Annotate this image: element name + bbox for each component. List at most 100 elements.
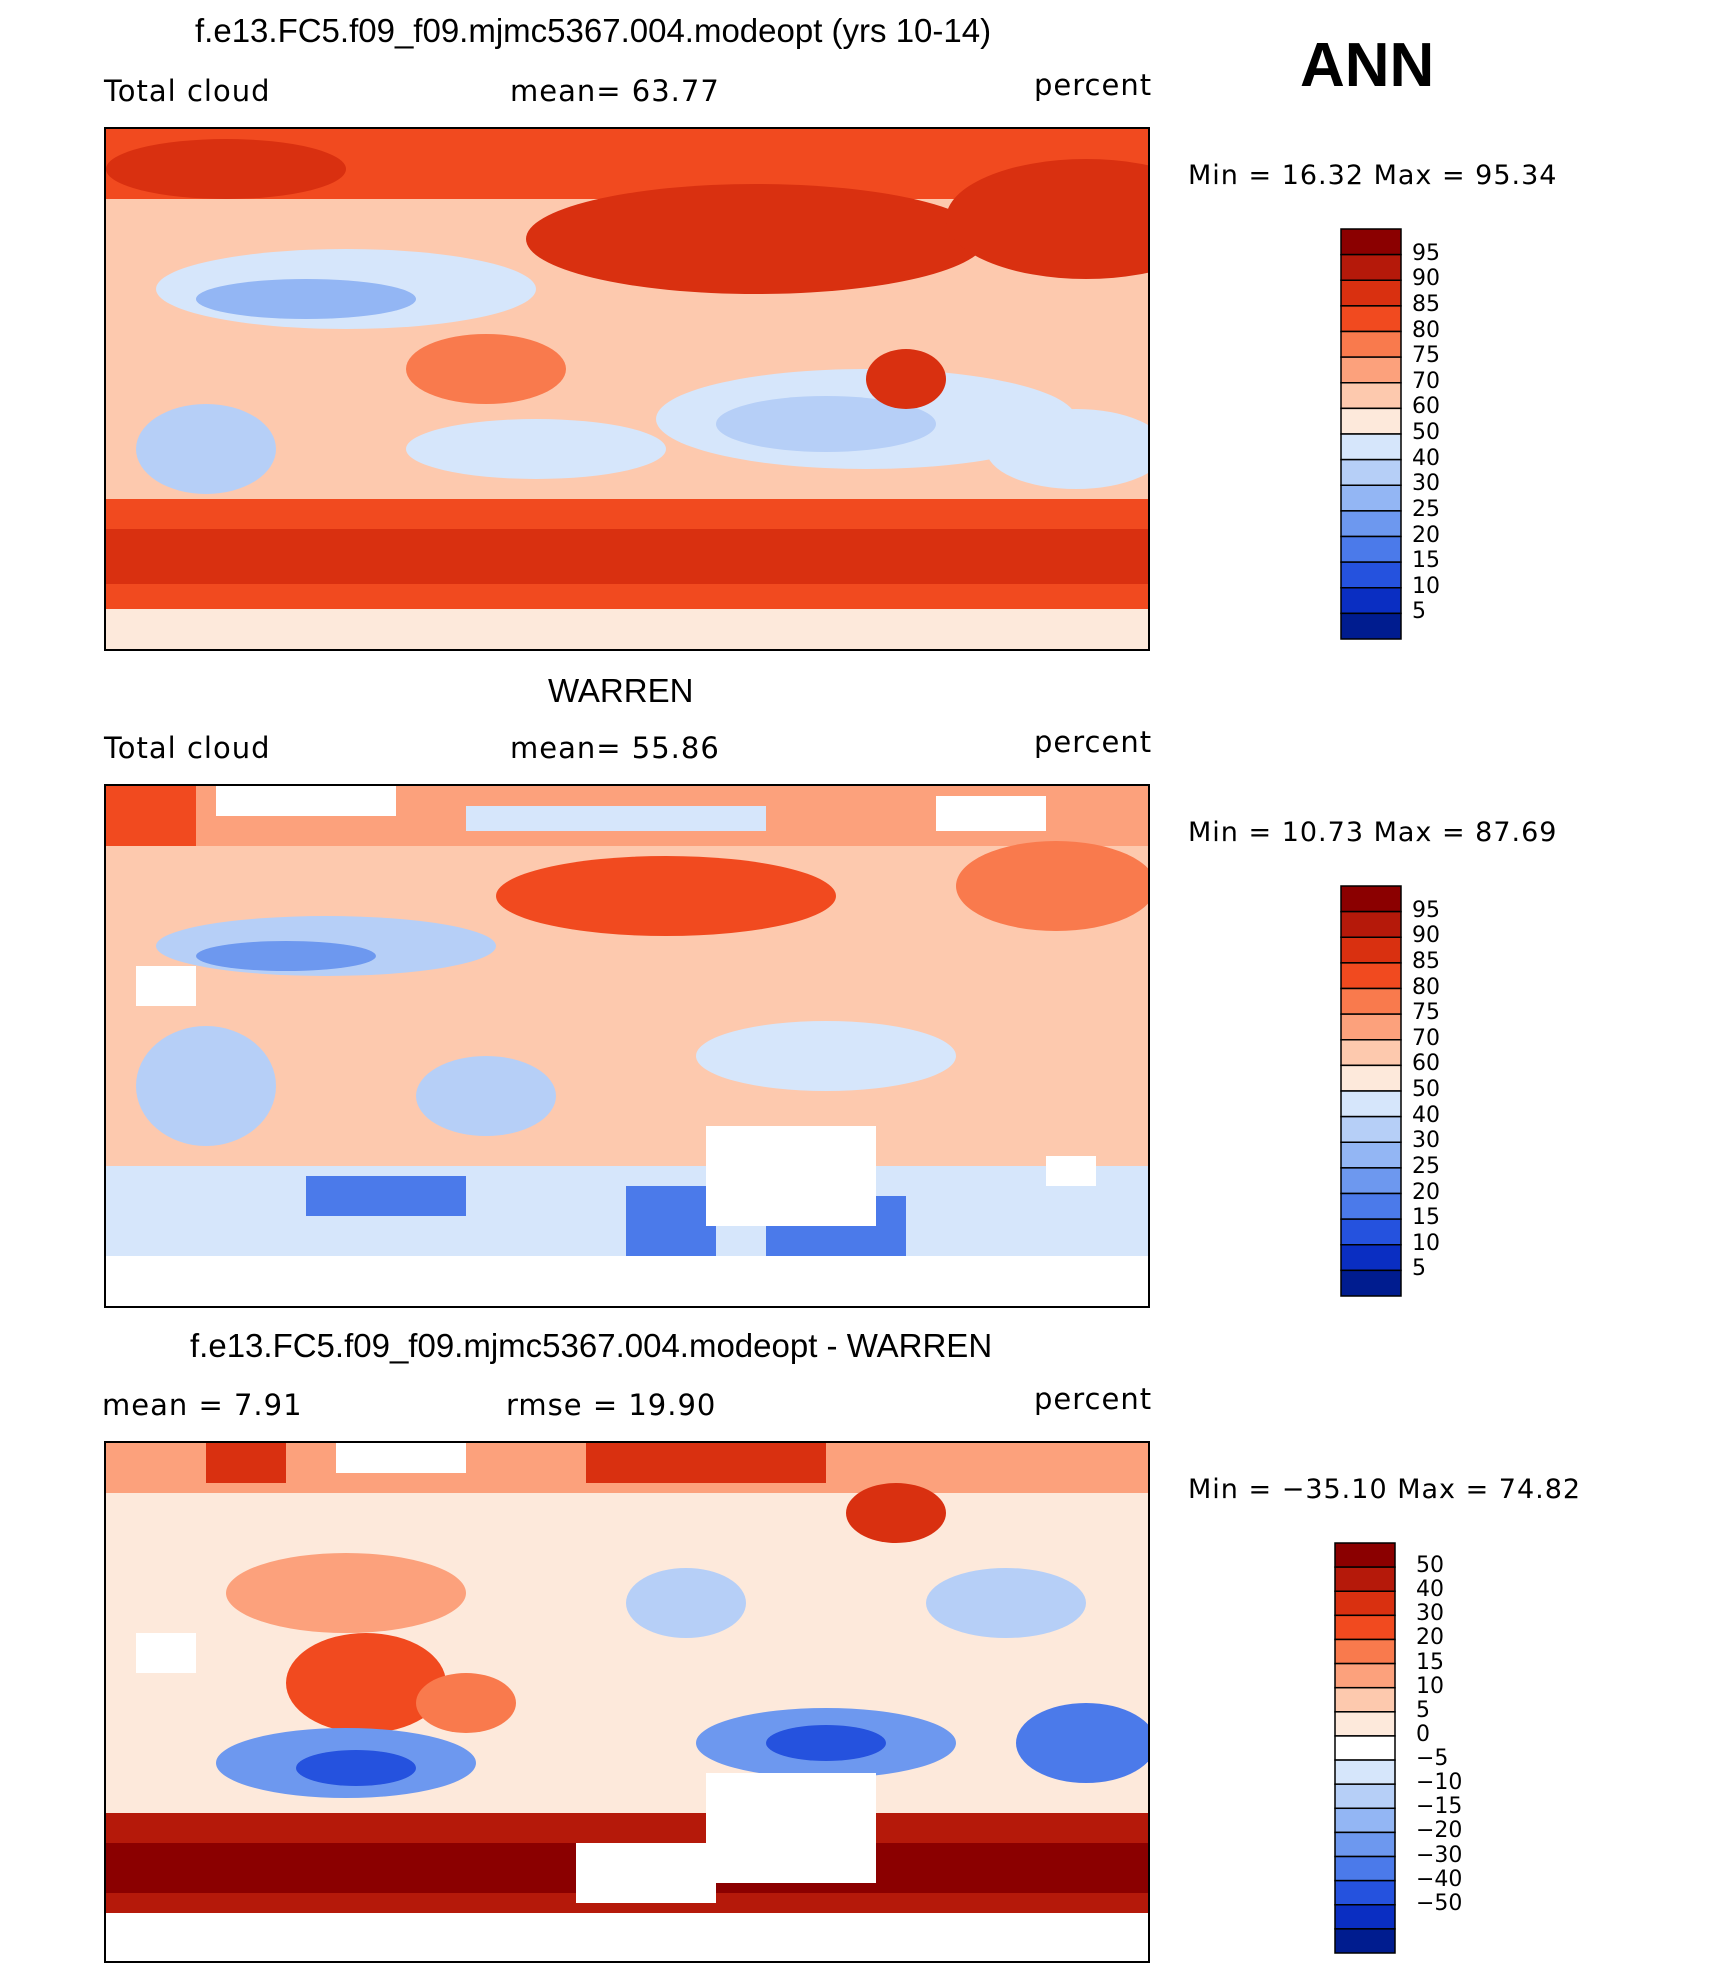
colorbar-box (1334, 1928, 1396, 1954)
colorbar-tick-label: 90 (1412, 266, 1440, 292)
colorbar-box (1340, 1218, 1402, 1246)
colorbar-box (1340, 885, 1402, 913)
colorbar-box (1334, 1590, 1396, 1617)
colorbar-box (1340, 1192, 1402, 1220)
colorbar-tick-label: 15 (1412, 1205, 1440, 1231)
colorbar-tick-label: −5 (1416, 1746, 1449, 1772)
colorbar-box (1334, 1904, 1396, 1930)
colorbar-box (1340, 535, 1402, 563)
panel1-title: f.e13.FC5.f09_f09.mjmc5367.004.modeopt (… (195, 12, 992, 49)
panel1-colorbar-boxes (1340, 228, 1402, 640)
colorbar-tick-label: 80 (1412, 974, 1440, 1000)
colorbar-tick-label: 10 (1412, 573, 1440, 599)
colorbar-tick-label: 60 (1412, 394, 1440, 420)
panel1-units-label: percent (1034, 68, 1153, 102)
colorbar-box (1340, 253, 1402, 281)
colorbar-tick-label: 50 (1412, 1077, 1440, 1102)
colorbar-tick-label: −20 (1416, 1818, 1463, 1844)
colorbar-box (1340, 305, 1402, 333)
colorbar-box (1334, 1614, 1396, 1641)
colorbar-box (1334, 1566, 1396, 1592)
colorbar-tick-label: 15 (1412, 548, 1440, 574)
colorbar-box (1334, 1686, 1396, 1713)
colorbar-box (1340, 484, 1402, 512)
colorbar-box (1340, 987, 1402, 1015)
panel1-map (104, 127, 1150, 651)
colorbar-tick-label: 70 (1412, 368, 1440, 394)
colorbar-tick-label: 20 (1412, 522, 1440, 548)
colorbar-tick-label: 40 (1416, 1577, 1444, 1603)
colorbar-tick-label: 5 (1412, 1256, 1426, 1282)
colorbar-box (1340, 330, 1402, 358)
panel2-mean-label: mean= 55.86 (510, 731, 720, 765)
colorbar-box (1340, 962, 1402, 990)
panel2-colorbar (1340, 885, 1402, 1297)
colorbar-tick-label: 60 (1412, 1051, 1440, 1077)
colorbar-tick-label: 10 (1416, 1673, 1444, 1699)
colorbar-tick-label: −15 (1416, 1794, 1463, 1820)
colorbar-box (1340, 587, 1402, 615)
colorbar-tick-label: 90 (1412, 923, 1440, 949)
colorbar-box (1340, 407, 1402, 435)
panel2-variable-label: Total cloud (104, 731, 271, 765)
colorbar-tick-label: −50 (1416, 1890, 1463, 1916)
panel3-colorbar-boxes (1334, 1542, 1396, 1954)
colorbar-tick-label: 85 (1412, 948, 1440, 974)
colorbar-box (1340, 1064, 1402, 1092)
colorbar-tick-label: 5 (1416, 1697, 1430, 1723)
colorbar-box (1340, 510, 1402, 538)
panel2-minmax: Min = 10.73 Max = 87.69 (1188, 817, 1558, 848)
colorbar-tick-label: −10 (1416, 1770, 1463, 1796)
colorbar-box (1334, 1542, 1396, 1568)
colorbar-box (1340, 279, 1402, 307)
panel2-map (104, 784, 1150, 1308)
panel2-contour-field (106, 786, 1148, 1306)
colorbar-box (1340, 910, 1402, 938)
panel2-units-label: percent (1034, 725, 1153, 759)
colorbar-box (1334, 1807, 1396, 1834)
colorbar-tick-label: 50 (1416, 1553, 1444, 1579)
colorbar-box (1340, 458, 1402, 486)
panel3-title: f.e13.FC5.f09_f09.mjmc5367.004.modeopt -… (190, 1327, 993, 1364)
colorbar-box (1334, 1879, 1396, 1906)
colorbar-tick-label: 25 (1412, 496, 1440, 522)
colorbar-box (1340, 433, 1402, 461)
colorbar-box (1334, 1759, 1396, 1785)
panel1-mean-label: mean= 63.77 (510, 74, 720, 108)
panel1-colorbar (1340, 228, 1402, 640)
colorbar-tick-label: 75 (1412, 1000, 1440, 1026)
colorbar-box (1340, 561, 1402, 589)
colorbar-tick-label: 40 (1412, 1102, 1440, 1128)
colorbar-tick-label: 75 (1412, 343, 1440, 369)
panel3-colorbar (1334, 1542, 1396, 1954)
panel3-minmax: Min = −35.10 Max = 74.82 (1188, 1474, 1582, 1505)
panel3-mean-label: mean = 7.91 (102, 1388, 303, 1422)
colorbar-tick-label: 30 (1416, 1601, 1444, 1627)
colorbar-tick-label: −30 (1416, 1842, 1463, 1868)
panel3-rmse-label: rmse = 19.90 (506, 1388, 717, 1422)
colorbar-tick-label: −40 (1416, 1866, 1463, 1892)
colorbar-box (1334, 1638, 1396, 1665)
colorbar-box (1340, 382, 1402, 410)
colorbar-tick-label: 40 (1412, 445, 1440, 471)
colorbar-tick-label: 30 (1412, 471, 1440, 497)
colorbar-box (1334, 1855, 1396, 1882)
panel3-map (104, 1441, 1150, 1963)
colorbar-tick-label: 25 (1412, 1153, 1440, 1179)
colorbar-box (1334, 1711, 1396, 1737)
colorbar-tick-label: 0 (1416, 1721, 1430, 1747)
colorbar-box (1340, 1244, 1402, 1272)
colorbar-tick-label: 5 (1412, 599, 1426, 625)
colorbar-tick-label: 70 (1412, 1025, 1440, 1051)
colorbar-box (1340, 1167, 1402, 1195)
colorbar-tick-label: 95 (1412, 240, 1440, 266)
colorbar-box (1334, 1783, 1396, 1810)
colorbar-box (1340, 1115, 1402, 1143)
panel1-minmax: Min = 16.32 Max = 95.34 (1188, 160, 1558, 191)
colorbar-box (1334, 1735, 1396, 1761)
colorbar-tick-label: 15 (1416, 1649, 1444, 1675)
colorbar-box (1340, 936, 1402, 964)
colorbar-box (1334, 1662, 1396, 1689)
colorbar-box (1334, 1831, 1396, 1858)
panel3-contour-field (106, 1443, 1148, 1961)
